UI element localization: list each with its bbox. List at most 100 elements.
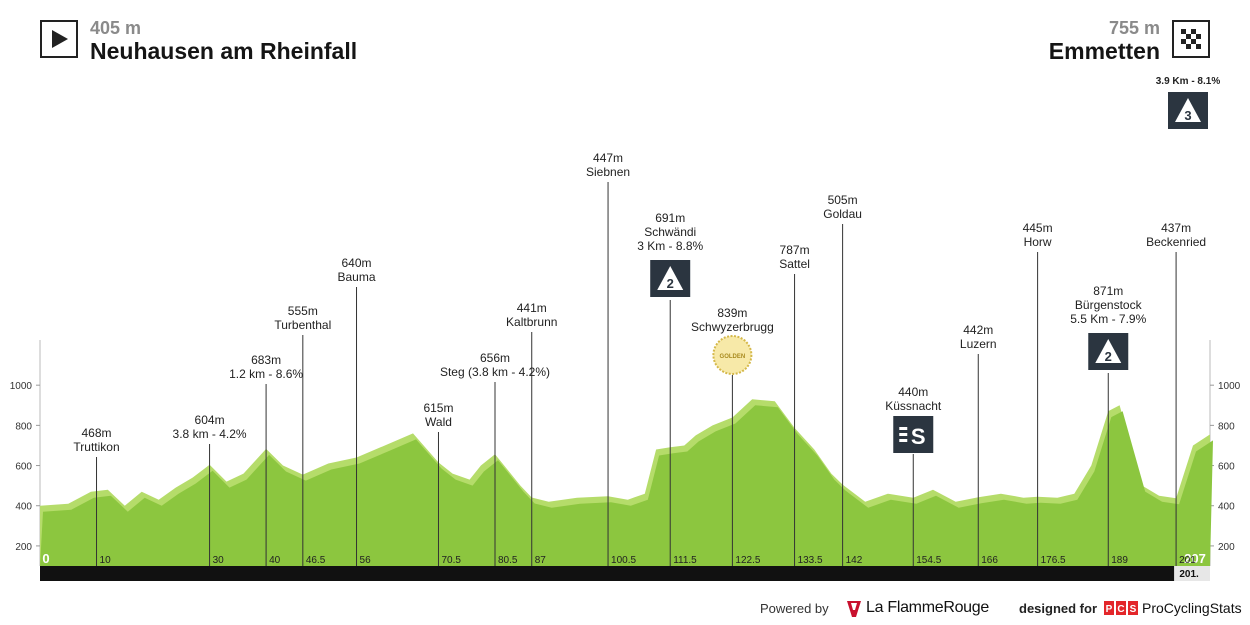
climb-badge-triangle-icon	[1175, 98, 1201, 122]
y-tick-label-right: 200	[1218, 542, 1235, 553]
start-town: Neuhausen am Rheinfall	[90, 38, 358, 64]
km-tick-label: 80.5	[498, 555, 518, 566]
y-axis-right: 200 400 600 800 1000	[1209, 340, 1241, 566]
climb-category-badge: 2	[1088, 333, 1129, 370]
y-tick-label-left: 600	[15, 462, 32, 473]
profile-layer	[40, 399, 1213, 566]
point-altitude: 441m	[517, 301, 547, 315]
point-altitude: 683m	[251, 353, 281, 367]
pcs-logo-letter: P	[1106, 604, 1113, 615]
point-altitude: 640m	[342, 256, 372, 270]
point-altitude: 445m	[1023, 221, 1053, 235]
golden-badge-text: GOLDEN	[720, 354, 746, 360]
climb-badge-triangle-icon	[657, 266, 684, 290]
point-climb-info: 3.8 km - 4.2%	[173, 427, 247, 441]
profile-area	[40, 405, 1213, 566]
km-tick-label: 30	[213, 555, 225, 566]
point-name: Beckenried	[1146, 235, 1206, 249]
km-tick-label: 100.5	[611, 555, 636, 566]
point-altitude: 447m	[593, 151, 623, 165]
point-name: Steg (3.8 km - 4.2%)	[440, 365, 550, 379]
finish-header: 755 m Emmetten	[1049, 18, 1210, 64]
point-name: Horw	[1024, 235, 1052, 249]
km-axis-bar: 201.	[40, 566, 1210, 581]
point-altitude: 615m	[423, 401, 453, 415]
y-axis-left: 200 400 600 800 1000	[10, 340, 41, 566]
km-tick-label: 189	[1111, 555, 1128, 566]
designed-for-label: designed for	[1019, 601, 1098, 616]
golden-sprint-badge: GOLDEN	[712, 335, 753, 375]
marker-layer	[96, 182, 1177, 566]
y-tick-label-left: 400	[15, 502, 32, 513]
km-tick-label: 10	[100, 555, 112, 566]
km-label-start: 0	[42, 551, 49, 566]
y-tick-label-right: 1000	[1218, 381, 1241, 392]
checker-square	[1196, 44, 1201, 49]
checker-square	[1186, 34, 1191, 39]
km-tick-label: 176.5	[1041, 555, 1066, 566]
y-tick-label-left: 800	[15, 421, 32, 432]
km-tick-label: 201	[1179, 555, 1196, 566]
sprint-speed-line	[899, 427, 908, 430]
checker-square	[1181, 29, 1186, 34]
km-axis-bar-end	[1174, 566, 1210, 581]
la-flamme-rouge-link[interactable]: La FlammeRouge	[866, 599, 989, 616]
km-tick-label: 122.5	[735, 555, 760, 566]
sprint-badge: S	[893, 416, 934, 453]
golden-badge-circle-icon	[712, 335, 753, 375]
checker-square	[1191, 39, 1196, 44]
badge-layer: 2 GOLDEN S 2 3.9 Km - 8.1% 3	[650, 76, 1220, 453]
km-end-label: 201.	[1179, 569, 1199, 580]
point-climb-info: 5.5 Km - 7.9%	[1070, 312, 1146, 326]
point-altitude: 440m	[898, 385, 928, 399]
point-name: Truttikon	[73, 440, 119, 454]
pcs-logo-letter: S	[1130, 604, 1137, 615]
climb-category-badge: 3	[1168, 92, 1208, 129]
finish-altitude: 755 m	[1108, 18, 1160, 38]
climb-badge-category: 2	[667, 276, 674, 291]
point-altitude: 468m	[82, 426, 112, 440]
stage-profile-chart: 200 400 600 800 1000 200 400 600 800 1000 201. 0…	[10, 76, 1241, 581]
checker-square	[1196, 34, 1201, 39]
point-climb-info: 1.2 km - 8.6%	[229, 367, 303, 381]
finish-flag-icon	[1172, 20, 1210, 58]
point-altitude: 656m	[480, 351, 510, 365]
point-altitude: 437m	[1161, 221, 1191, 235]
point-name: Siebnen	[586, 165, 630, 179]
start-flag-icon	[40, 20, 78, 58]
point-name: Bürgenstock	[1075, 298, 1143, 312]
point-altitude: 871m	[1093, 284, 1123, 298]
km-tick-label: 111.5	[673, 555, 697, 566]
la-flamme-rouge-logo-icon[interactable]	[845, 598, 863, 618]
point-name: Schwyzerbrugg	[691, 320, 774, 334]
climb-badge-category: 2	[1105, 349, 1112, 364]
pcs-logo-icon[interactable]: P C S	[1104, 601, 1138, 615]
climb-category-badge: 2	[650, 260, 691, 297]
point-name: Wald	[425, 415, 452, 429]
y-tick-label-right: 800	[1218, 421, 1235, 432]
km-tick-label: 70.5	[441, 555, 461, 566]
point-altitude: 691m	[655, 211, 685, 225]
point-name: Schwändi	[644, 225, 696, 239]
finish-climb-info: 3.9 Km - 8.1%	[1156, 76, 1221, 87]
y-tick-label-left: 1000	[10, 381, 33, 392]
point-name: Goldau	[823, 207, 862, 221]
footer: Powered by La FlammeRouge designed for P…	[0, 596, 1250, 622]
point-climb-info: 3 Km - 8.8%	[637, 239, 703, 253]
point-name: Kaltbrunn	[506, 315, 557, 329]
point-altitude: 505m	[828, 193, 858, 207]
climb-badge-category: 3	[1184, 108, 1191, 123]
y-tick-label-left: 200	[15, 542, 32, 553]
checker-square	[1191, 29, 1196, 34]
sprint-speed-line	[899, 439, 908, 442]
point-altitude: 787m	[780, 243, 810, 257]
km-tick-label: 133.5	[798, 555, 823, 566]
point-name: Bauma	[338, 270, 376, 284]
procyclingstats-link[interactable]: ProCyclingStats	[1142, 600, 1242, 616]
climb-badge-triangle-icon	[1095, 339, 1122, 363]
km-axis-bar-rect	[40, 566, 1210, 581]
point-name: Sattel	[779, 257, 810, 271]
km-tick-label: 56	[360, 555, 372, 566]
point-name: Küssnacht	[885, 399, 942, 413]
point-name: Turbenthal	[274, 318, 331, 332]
